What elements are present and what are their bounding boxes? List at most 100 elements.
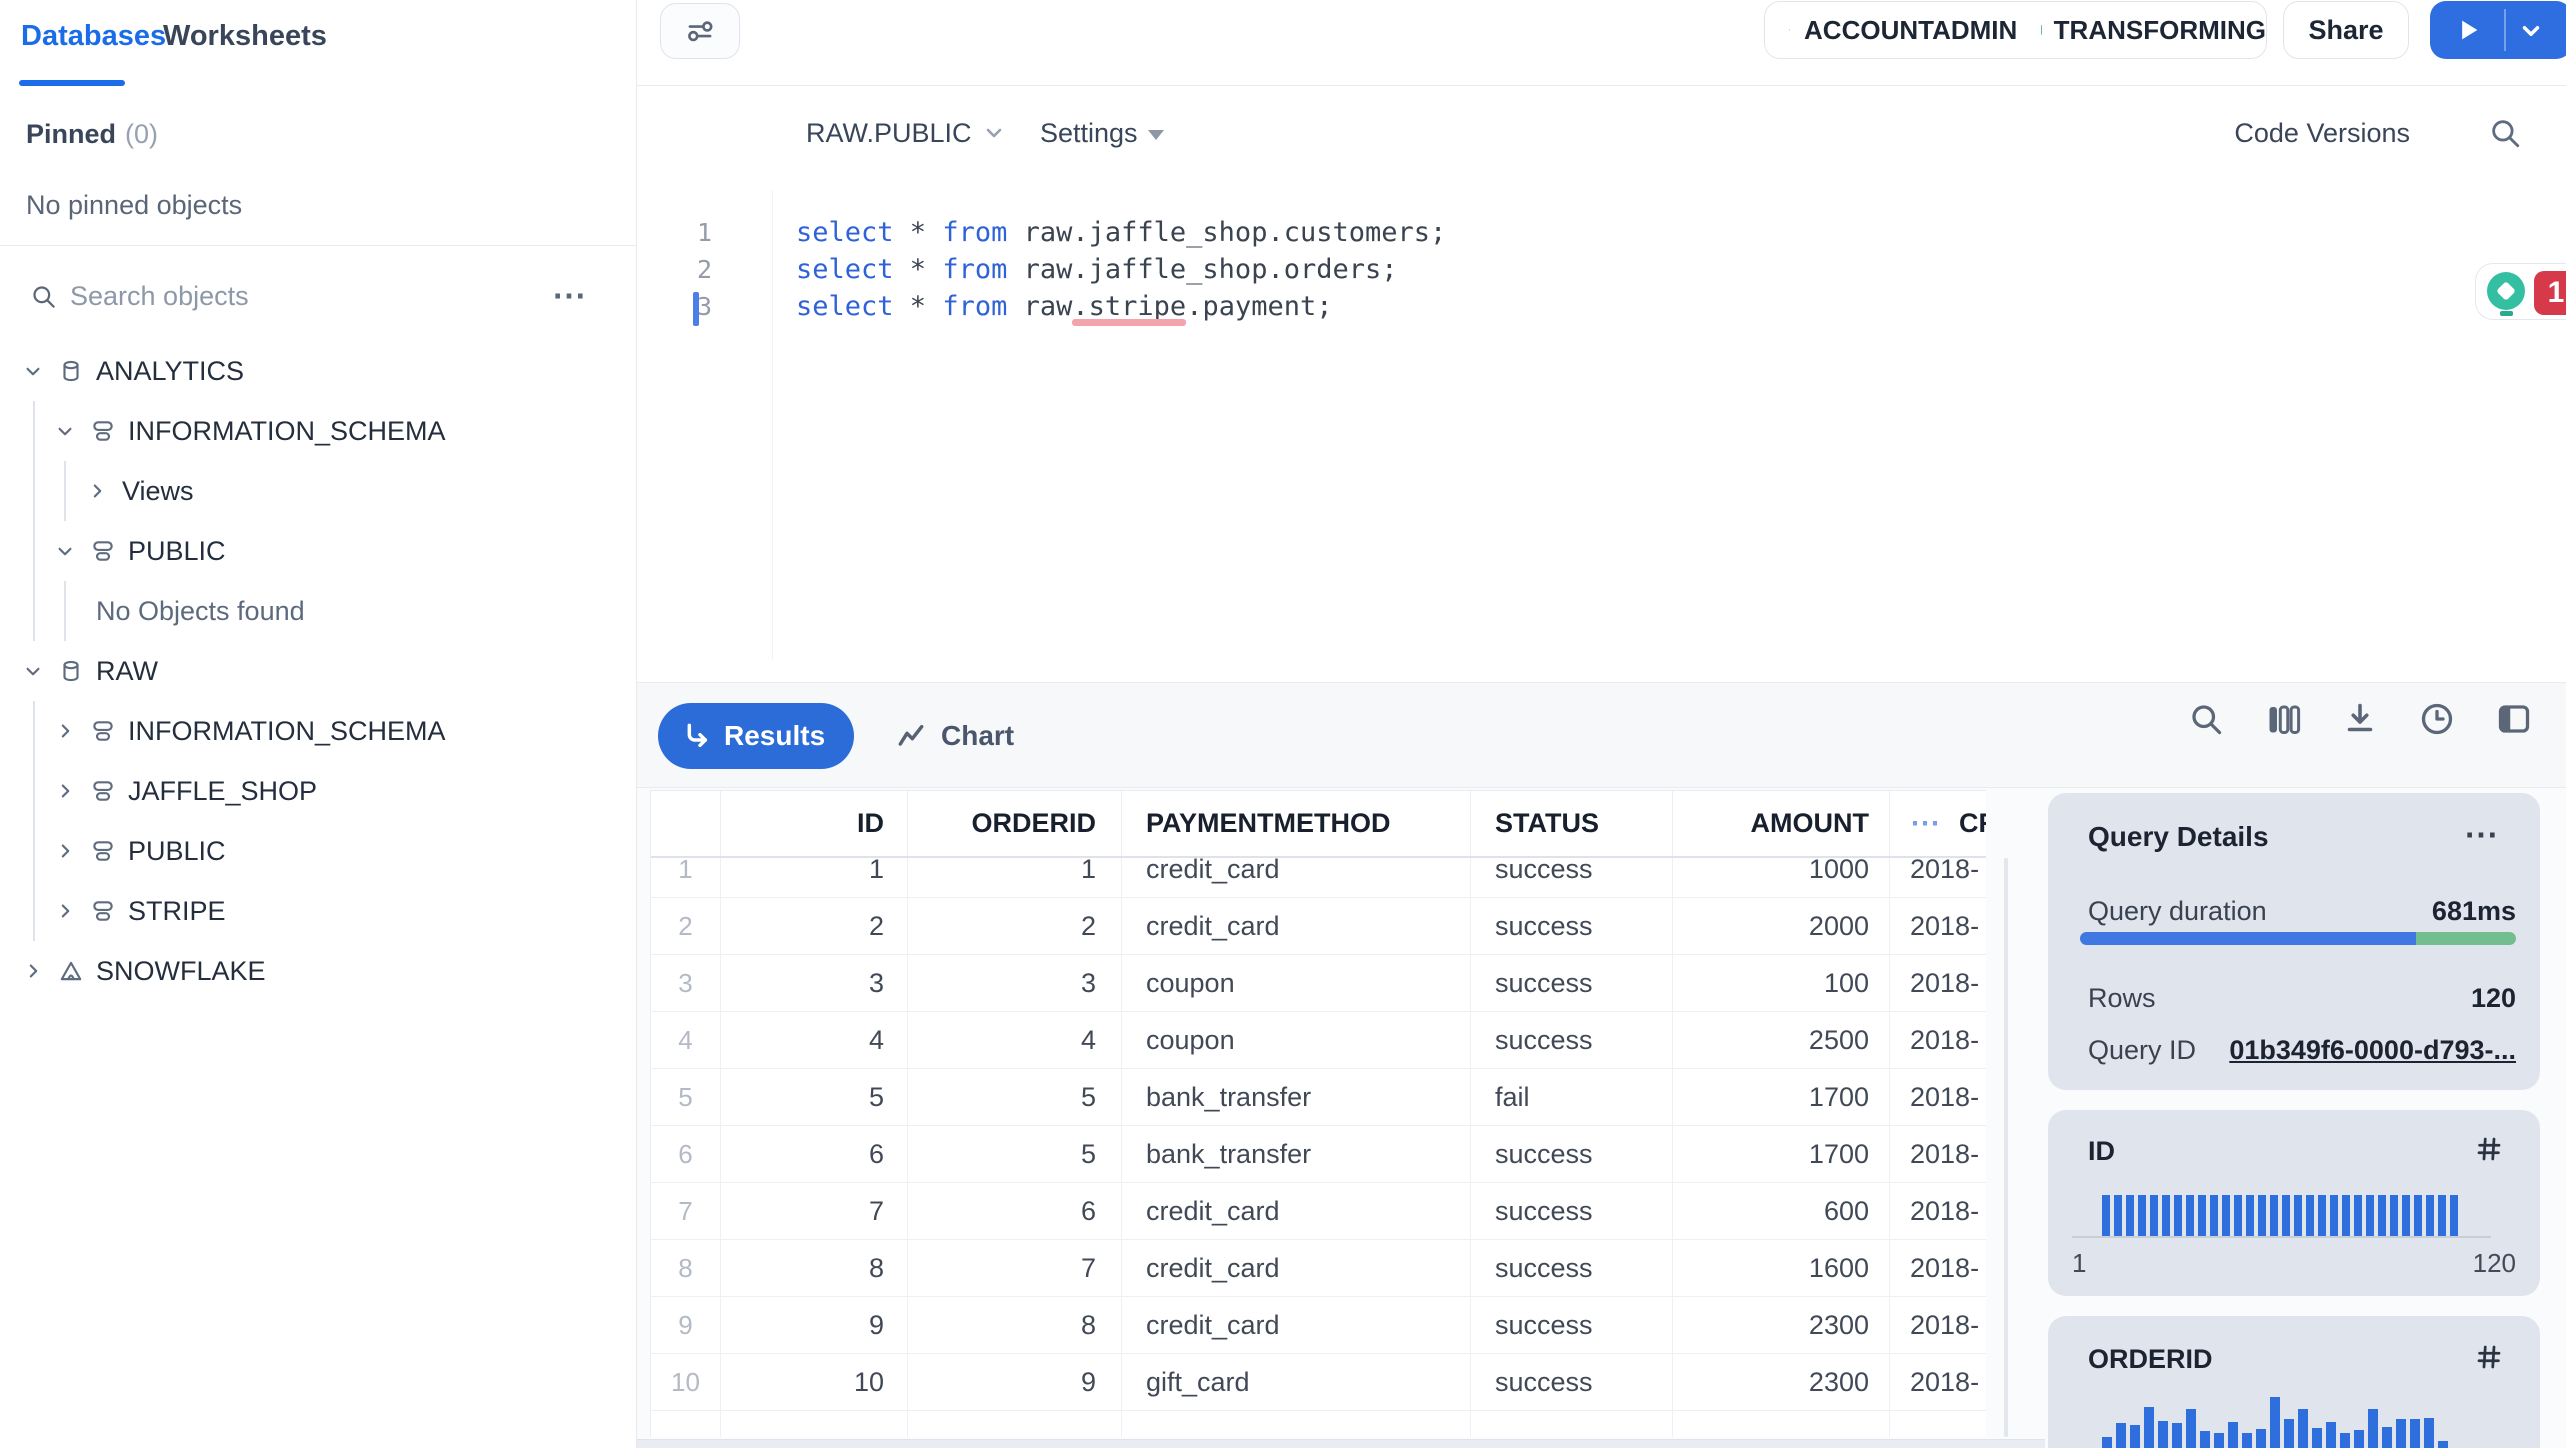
row-number: 10	[651, 1354, 721, 1411]
histogram-bar	[2414, 1195, 2422, 1236]
table-row[interactable]: 1 1 1 credit_card success 1000 2018-	[651, 841, 1986, 898]
share-button[interactable]: Share	[2283, 1, 2409, 59]
id-histogram-card: ID 1 120	[2048, 1110, 2540, 1296]
tree-item-information-schema[interactable]: INFORMATION_SCHEMA	[0, 401, 636, 461]
chevron-down-icon[interactable]	[52, 538, 78, 564]
histogram-bar	[2102, 1195, 2110, 1236]
tree-item-public[interactable]: PUBLIC	[0, 521, 636, 581]
table-row[interactable]: 5 5 5 bank_transfer fail 1700 2018-	[651, 1069, 1986, 1126]
chevron-right-icon[interactable]	[52, 778, 78, 804]
settings-menu[interactable]: Settings	[1040, 86, 1164, 180]
tree-item-raw[interactable]: RAW	[0, 641, 636, 701]
chevron-right-icon[interactable]	[84, 478, 110, 504]
table-row[interactable]: 10 10 9 gift_card success 2300 2018-	[651, 1354, 1986, 1411]
table-row[interactable]: 9 9 8 credit_card success 2300 2018-	[651, 1297, 1986, 1354]
table-cell: bank_transfer	[1122, 1126, 1471, 1183]
pinned-header: Pinned (0)	[26, 114, 158, 154]
table-cell: 2	[908, 898, 1122, 955]
columns-icon[interactable]	[2265, 701, 2301, 737]
tree-item-information-schema[interactable]: INFORMATION_SCHEMA	[0, 701, 636, 761]
column-header-id[interactable]: ID	[721, 791, 908, 856]
sql-editor[interactable]: 1 select * from raw.jaffle_shop.customers…	[650, 214, 1446, 326]
tab-chart[interactable]: Chart	[895, 703, 1014, 769]
tab-databases[interactable]: Databases	[21, 20, 167, 52]
column-header-amount[interactable]: AMOUNT	[1673, 791, 1890, 856]
table-row[interactable]: 7 7 6 credit_card success 600 2018-	[651, 1183, 1986, 1240]
context-pill[interactable]: ACCOUNTADMIN TRANSFORMING	[1764, 1, 2267, 59]
table-cell: credit_card	[1122, 1183, 1471, 1240]
sliders-icon	[688, 21, 713, 42]
code-line-3[interactable]: 3 select * from raw.stripe.payment;	[650, 288, 1446, 326]
tree-item-snowflake[interactable]: SNOWFLAKE	[0, 941, 636, 1001]
schema-icon	[90, 718, 116, 744]
table-cell: coupon	[1122, 955, 1471, 1012]
download-icon[interactable]	[2342, 701, 2378, 737]
table-cell: 1	[721, 841, 908, 898]
table-cell: 1600	[1673, 1240, 1890, 1297]
pinned-label: Pinned	[26, 118, 117, 149]
tab-results[interactable]: Results	[658, 703, 854, 769]
settings-label: Settings	[1040, 117, 1138, 148]
editor-search-icon[interactable]	[2488, 116, 2522, 150]
code-line-2[interactable]: 2 select * from raw.jaffle_shop.orders;	[650, 251, 1446, 288]
histogram-bar	[2258, 1195, 2266, 1236]
table-row[interactable]: 6 6 5 bank_transfer success 1700 2018-	[651, 1126, 1986, 1183]
chevron-down-icon[interactable]	[52, 418, 78, 444]
code-versions-button[interactable]: Code Versions	[2234, 117, 2410, 148]
query-details-title: Query Details	[2088, 821, 2269, 852]
code-line-1[interactable]: 1 select * from raw.jaffle_shop.customers…	[650, 214, 1446, 251]
chevron-down-icon[interactable]	[20, 358, 46, 384]
search-results-icon[interactable]	[2188, 701, 2224, 737]
chevron-down-icon[interactable]	[20, 658, 46, 684]
table-row[interactable]: 8 8 7 credit_card success 1600 2018-	[651, 1240, 1986, 1297]
numeric-column-icon[interactable]	[2474, 1134, 2504, 1164]
histogram-bar	[2186, 1409, 2196, 1448]
query-id-link[interactable]: 01b349f6-0000-d793-...	[2229, 1035, 2516, 1065]
table-cell	[1122, 1411, 1471, 1437]
tab-worksheets[interactable]: Worksheets	[163, 20, 327, 52]
id-histogram	[2102, 1195, 2458, 1236]
vertical-scrollbar[interactable]	[2004, 858, 2008, 1437]
column-header-created[interactable]: ⋯CREATED	[1890, 791, 1986, 856]
editor-config-button[interactable]	[660, 3, 740, 59]
chevron-right-icon[interactable]	[20, 958, 46, 984]
copilot-suggestion-widget[interactable]: 1	[2475, 263, 2566, 320]
histogram-bar	[2270, 1397, 2280, 1448]
history-clock-icon[interactable]	[2419, 701, 2455, 737]
table-row[interactable]: 2 2 2 credit_card success 2000 2018-	[651, 898, 1986, 955]
tree-item-public[interactable]: PUBLIC	[0, 821, 636, 881]
column-header-status[interactable]: STATUS	[1471, 791, 1673, 856]
rows-label: Rows	[2088, 983, 2156, 1013]
top-divider	[0, 85, 2566, 86]
chevron-down-icon[interactable]	[2518, 18, 2544, 44]
numeric-column-icon[interactable]	[2474, 1342, 2504, 1372]
line-chart-icon	[898, 724, 924, 746]
search-input[interactable]	[70, 280, 500, 312]
column-menu-icon[interactable]: ⋯	[1910, 807, 1941, 840]
database-context-selector[interactable]: RAW.PUBLIC	[806, 86, 1006, 180]
horizontal-scrollbar[interactable]	[637, 1439, 2045, 1448]
table-row[interactable]	[651, 1411, 1986, 1437]
column-header-orderid[interactable]: ORDERID	[908, 791, 1122, 856]
sidebar-divider	[0, 245, 637, 246]
sidebar-more-icon[interactable]: ⋯	[552, 277, 588, 315]
table-row[interactable]: 3 3 3 coupon success 100 2018-	[651, 955, 1986, 1012]
table-row[interactable]: 4 4 4 coupon success 2500 2018-	[651, 1012, 1986, 1069]
object-search	[30, 274, 610, 318]
query-details-menu-icon[interactable]: ⋯	[2464, 816, 2500, 854]
caret-down-icon	[1147, 130, 1164, 140]
chevron-right-icon[interactable]	[52, 898, 78, 924]
tree-item-jaffle-shop[interactable]: JAFFLE_SHOP	[0, 761, 636, 821]
chevron-right-icon[interactable]	[52, 838, 78, 864]
histogram-bar	[2138, 1195, 2146, 1236]
table-cell: 2500	[1673, 1012, 1890, 1069]
run-button[interactable]	[2430, 1, 2566, 59]
tree-item-analytics[interactable]: ANALYTICS	[0, 341, 636, 401]
schema-icon	[90, 418, 116, 444]
chevron-right-icon[interactable]	[52, 718, 78, 744]
tree-item-views[interactable]: Views	[0, 461, 636, 521]
tree-item-stripe[interactable]: STRIPE	[0, 881, 636, 941]
split-panel-icon[interactable]	[2496, 701, 2532, 737]
column-header-paymentmethod[interactable]: PAYMENTMETHOD	[1122, 791, 1471, 856]
orderid-histogram	[2102, 1397, 2448, 1448]
